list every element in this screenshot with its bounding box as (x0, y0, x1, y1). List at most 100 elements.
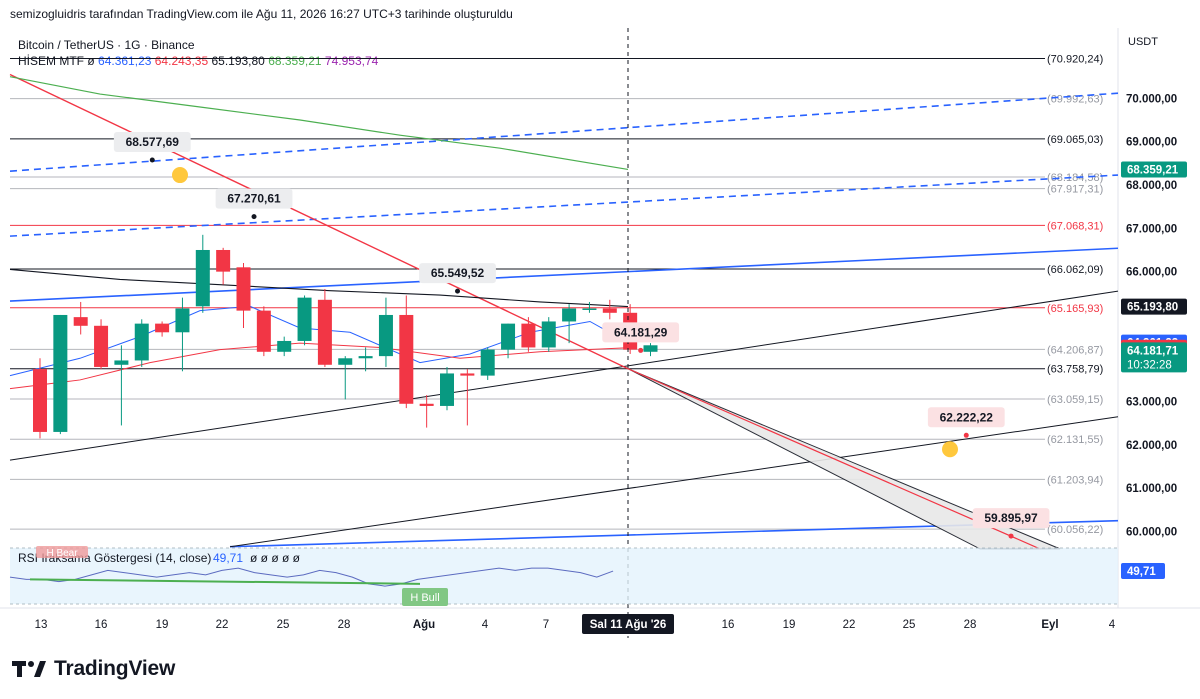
black-ma-line (9, 268, 629, 308)
symbol-line[interactable]: Bitcoin / TetherUS · 1G · Binance (18, 38, 195, 52)
horizontal-level-label: (62.131,55) (1047, 434, 1103, 446)
candle-body (480, 349, 495, 376)
candle-body (317, 299, 332, 365)
candle-body (521, 323, 536, 348)
thinking-emoji-icon (942, 441, 958, 458)
price-badge-value: 64.181,71 (1127, 345, 1179, 357)
callout-box (972, 508, 1050, 529)
thinking-emoji-icon (172, 167, 188, 184)
indicator-name: HİSEM MTF (18, 54, 84, 68)
time-axis-tick: 7 (543, 619, 549, 631)
indicator-value: 65.193,80 (208, 54, 265, 68)
price-axis-tick: 61.000,00 (1126, 483, 1177, 495)
candle-body (460, 373, 475, 376)
time-axis-tick: 19 (783, 619, 796, 631)
callout-label: 59.895,97 (984, 511, 1038, 525)
candle-body (541, 321, 556, 348)
red-downtrend-line (9, 73, 629, 370)
price-chart[interactable]: (70.920,24) (69.992,63) (69.065,03) (68.184… (0, 28, 1200, 638)
time-axis-tick: 25 (277, 619, 290, 631)
current-date-badge (582, 614, 674, 634)
price-badge (1121, 161, 1187, 178)
dashed-trendline-upper (9, 92, 1119, 172)
currency-button[interactable]: USDT (1128, 36, 1158, 48)
horizontal-level-label: (69.992,63) (1047, 94, 1103, 106)
horizontal-level-label: (60.056,22) (1047, 524, 1103, 536)
horizontal-level-label: (63.059,15) (1047, 394, 1103, 406)
tradingview-logo-icon (12, 661, 46, 677)
horizontal-level-label: (67.917,31) (1047, 184, 1103, 196)
horizontal-level-label: (63.758,79) (1047, 364, 1103, 376)
current-date-label: Sal 11 Ağu '26 (590, 619, 666, 631)
time-axis-tick: 22 (843, 619, 856, 631)
price-axis-tick: 70.000,00 (1126, 93, 1177, 105)
callout-label: 65.549,52 (431, 266, 485, 280)
time-axis-tick: 28 (964, 619, 977, 631)
horizontal-level-label: (70.920,24) (1047, 54, 1103, 66)
time-axis-tick: 22 (216, 619, 229, 631)
callout-label: 68.577,69 (126, 135, 180, 149)
price-badge (1121, 342, 1187, 373)
indicator-null: ø (87, 54, 95, 68)
callout-box (419, 263, 496, 284)
horizontal-level-label: (64.206,87) (1047, 344, 1103, 356)
callout-dot (1008, 533, 1014, 539)
candle-body (582, 308, 597, 310)
candle-body (256, 310, 271, 352)
candle-body (216, 249, 231, 272)
indicator-line[interactable]: HİSEM MTF ø 64.361,23 64.243,35 65.193,8… (18, 53, 378, 69)
price-axis-tick: 63.000,00 (1126, 397, 1177, 409)
callout-label: 67.270,61 (227, 192, 281, 206)
price-axis-tick: 68.000,00 (1126, 180, 1177, 192)
bear-badge (36, 546, 88, 558)
candle-body (338, 358, 353, 365)
indicator-value: 64.243,35 (151, 54, 209, 68)
candle-body (175, 308, 190, 333)
rsi-value: 49,71 (213, 551, 243, 565)
red-ma-line (9, 342, 629, 390)
brand-wordmark: TradingView (54, 657, 176, 680)
price-badge-value: 68.359,21 (1127, 164, 1179, 176)
candle-body (440, 373, 454, 406)
callout-box (602, 322, 680, 343)
time-axis-tick: 4 (1109, 619, 1116, 631)
callout-label: 64.181,29 (614, 325, 668, 339)
candle-body (297, 297, 312, 341)
rsi-background (10, 548, 1118, 604)
candle-body (277, 340, 292, 352)
horizontal-level-label: (67.068,31) (1047, 220, 1103, 232)
chart-attribution: semizogluidris tarafından TradingView.co… (10, 7, 513, 21)
callout-label: 62.222,22 (940, 410, 994, 424)
green-ma-line (9, 76, 629, 171)
price-badge-countdown: 10:32:28 (1127, 359, 1172, 371)
callout-dot (149, 157, 155, 163)
callout-dot (963, 432, 969, 438)
rising-support-line (9, 290, 1119, 461)
chart-legend: Bitcoin / TetherUS · 1G · Binance HİSEM … (18, 37, 378, 69)
candle-body (114, 360, 129, 365)
candle-body (134, 323, 149, 361)
candle-body (419, 403, 434, 406)
tradingview-logo[interactable]: TradingView (12, 657, 175, 681)
time-axis-tick: 16 (722, 619, 735, 631)
time-axis-tick: 19 (156, 619, 169, 631)
candle-body (643, 345, 658, 352)
candle-body (562, 308, 577, 322)
price-axis-tick: 67.000,00 (1126, 223, 1177, 235)
time-axis-tick: 4 (482, 619, 489, 631)
dashed-trendline-lower (9, 174, 1119, 237)
rsi-axis-badge (1121, 563, 1165, 580)
candle-body (155, 323, 170, 333)
horizontal-level-label: (69.065,03) (1047, 134, 1103, 146)
callout-box (927, 407, 1005, 428)
candle-body (602, 308, 617, 313)
price-badge-value: 65.193,80 (1127, 302, 1178, 314)
horizontal-level-label: (66.062,09) (1047, 264, 1103, 276)
rsi-bull-divergence-line (29, 578, 421, 585)
bull-badge-label: H Bull (410, 592, 439, 604)
time-axis-tick: Eyl (1041, 619, 1058, 631)
time-axis-tick: 28 (338, 619, 351, 631)
candle-body (378, 314, 393, 357)
indicator-value: 64.361,23 (98, 54, 152, 68)
indicator-value: 74.953,74 (321, 54, 379, 68)
